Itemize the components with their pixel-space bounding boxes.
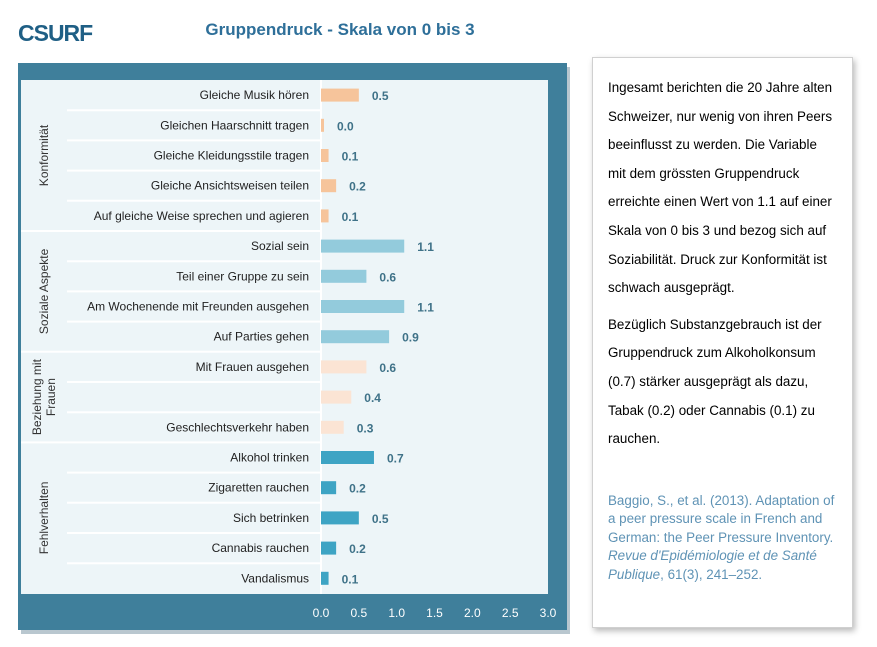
group-beziehung-mit-frauen-item-2-value-label: 0.4 bbox=[364, 391, 381, 405]
group-konformitat-item-5-label: Auf gleiche Weise sprechen und agieren bbox=[94, 209, 309, 223]
group-soziale-aspekte-item-4-bar bbox=[321, 330, 390, 344]
group-beziehung-mit-frauen-item-1-bar bbox=[321, 360, 367, 374]
x-tick-label-2: 0.5 bbox=[350, 606, 367, 620]
group-fehlverhalten-label: Fehlverhalten bbox=[37, 482, 51, 555]
group-fehlverhalten-item-3-label: Sich betrinken bbox=[233, 511, 309, 525]
group-soziale-aspekte-item-2-bar bbox=[321, 269, 367, 283]
group-konformitat-item-3-label: Gleiche Kleidungsstile tragen bbox=[154, 149, 309, 163]
page-title: Gruppendruck - Skala von 0 bis 3 bbox=[205, 20, 475, 39]
summary-paragraph-1: Ingesamt berichten die 20 Jahre alten Sc… bbox=[608, 80, 833, 296]
group-konformitat-item-3-bar bbox=[321, 149, 329, 162]
group-fehlverhalten-item-5-value-label: 0.1 bbox=[342, 572, 359, 586]
group-fehlverhalten-item-3-bar bbox=[321, 511, 359, 525]
citation: Baggio, S., et al. (2013). Adaptation of… bbox=[608, 492, 838, 585]
group-konformitat-item-2-bar bbox=[321, 118, 324, 132]
group-konformitat-item-4-label: Gleiche Ansichtsweisen teilen bbox=[151, 179, 309, 193]
citation-details: , 61(3), 241–252. bbox=[660, 566, 763, 582]
group-fehlverhalten-item-4-value-label: 0.2 bbox=[349, 542, 366, 556]
group-beziehung-mit-frauen-label: Beziehung mitFrauen bbox=[30, 358, 58, 435]
group-soziale-aspekte-item-3-bar bbox=[321, 300, 405, 313]
x-tick-label-5: 2.0 bbox=[464, 606, 481, 620]
group-beziehung-mit-frauen-item-2-bar bbox=[321, 390, 352, 404]
group-fehlverhalten-item-2-bar bbox=[321, 481, 337, 495]
group-konformitat-item-4-bar bbox=[321, 179, 337, 193]
group-fehlverhalten-item-2-label: Zigaretten rauchen bbox=[208, 481, 309, 495]
plot-area bbox=[21, 80, 548, 594]
group-fehlverhalten-item-1-label: Alkohol trinken bbox=[230, 451, 309, 465]
group-konformitat-item-1-bar bbox=[321, 88, 359, 102]
group-konformitat-item-3-value-label: 0.1 bbox=[342, 150, 359, 164]
group-konformitat-item-1-value-label: 0.5 bbox=[372, 89, 389, 103]
summary-box: Ingesamt berichten die 20 Jahre alten Sc… bbox=[592, 57, 853, 628]
citation-journal: Revue d'Epidémiologie et de Santé Publiq… bbox=[608, 548, 817, 582]
group-beziehung-mit-frauen-item-1-value-label: 0.6 bbox=[379, 361, 396, 375]
group-beziehung-mit-frauen-item-3-value-label: 0.3 bbox=[357, 421, 374, 435]
group-soziale-aspekte-item-1-label: Sozial sein bbox=[251, 239, 309, 253]
group-konformitat-item-5-bar bbox=[321, 209, 329, 223]
group-fehlverhalten-item-2-value-label: 0.2 bbox=[349, 482, 366, 496]
group-fehlverhalten-item-3-value-label: 0.5 bbox=[372, 512, 389, 526]
group-fehlverhalten-item-4-label: Cannabis rauchen bbox=[212, 541, 309, 555]
group-konformitat-item-4-value-label: 0.2 bbox=[349, 180, 366, 194]
group-konformitat-item-1-label: Gleiche Musik hören bbox=[200, 88, 309, 102]
group-soziale-aspekte-item-2-label: Teil einer Gruppe zu sein bbox=[176, 269, 309, 283]
x-tick-label-6: 2.5 bbox=[502, 606, 519, 620]
group-soziale-aspekte-item-4-label: Auf Parties gehen bbox=[214, 330, 309, 344]
x-tick-label-3: 1.0 bbox=[388, 606, 405, 620]
group-soziale-aspekte-item-3-value-label: 1.1 bbox=[417, 301, 434, 315]
group-soziale-aspekte-label: Soziale Aspekte bbox=[37, 248, 51, 334]
group-beziehung-mit-frauen-item-3-label: Geschlechtsverkehr haben bbox=[166, 420, 309, 434]
x-tick-label-7: 3.0 bbox=[540, 606, 557, 620]
citation-authors: Baggio, S., et al. (2013). Adaptation of… bbox=[608, 492, 835, 545]
group-soziale-aspekte-item-1-bar bbox=[321, 239, 405, 253]
group-fehlverhalten-item-4-bar bbox=[321, 541, 337, 555]
group-soziale-aspekte-item-1-value-label: 1.1 bbox=[417, 240, 434, 254]
group-konformitat-item-5-value-label: 0.1 bbox=[342, 210, 359, 224]
group-fehlverhalten-item-1-bar bbox=[321, 451, 374, 464]
group-fehlverhalten-item-1-value-label: 0.7 bbox=[387, 452, 404, 466]
group-beziehung-mit-frauen-item-3-bar bbox=[321, 420, 344, 434]
group-soziale-aspekte-item-2-value-label: 0.6 bbox=[379, 270, 396, 284]
x-tick-label-4: 1.5 bbox=[426, 606, 443, 620]
group-konformitat-item-2-value-label: 0.0 bbox=[337, 119, 354, 133]
csurf-logo: CSURF bbox=[18, 20, 93, 46]
group-fehlverhalten-item-5-label: Vandalismus bbox=[241, 571, 309, 585]
group-soziale-aspekte-item-3-label: Am Wochenende mit Freunden ausgehen bbox=[87, 300, 309, 314]
group-soziale-aspekte-item-4-value-label: 0.9 bbox=[402, 331, 419, 345]
group-fehlverhalten-item-5-bar bbox=[321, 571, 329, 585]
group-konformitat-item-2-label: Gleichen Haarschnitt tragen bbox=[160, 118, 309, 132]
x-tick-label-1: 0.0 bbox=[313, 606, 330, 620]
group-beziehung-mit-frauen-item-1-label: Mit Frauen ausgehen bbox=[196, 360, 309, 374]
summary-paragraph-2: Bezüglich Substanzgebrauch ist der Grupp… bbox=[608, 316, 822, 447]
group-konformitat-label: Konformität bbox=[37, 124, 51, 186]
